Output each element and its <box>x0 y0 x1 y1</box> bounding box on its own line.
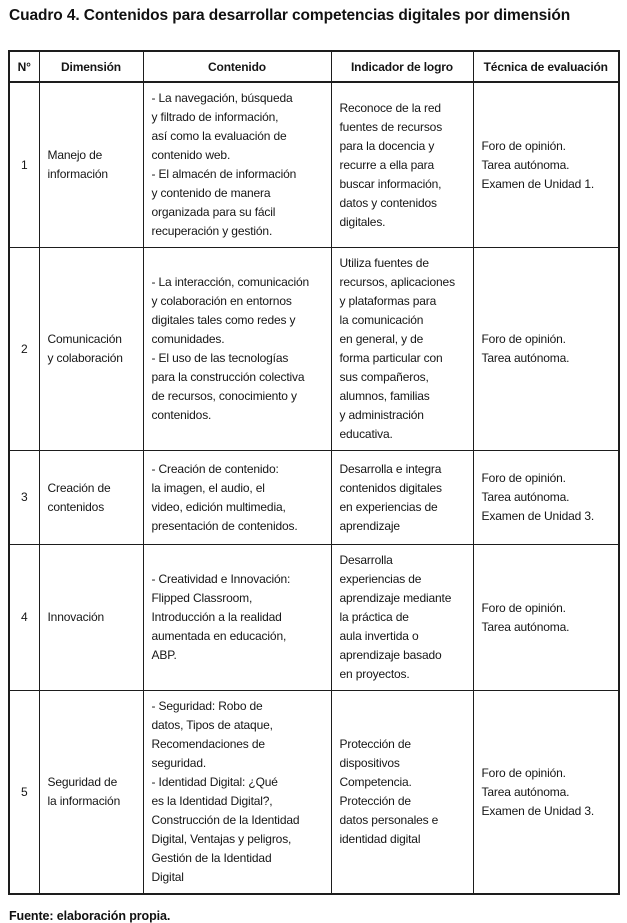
table-row-1: 1 Manejo de información - La navegación,… <box>8 81 620 248</box>
column-header-dimension: Dimensión <box>38 50 144 83</box>
cell-indicador: Protección de dispositivos Competencia. … <box>330 690 474 895</box>
competencias-digitales-table: N° Dimensión Contenido Indicador de logr… <box>8 50 620 895</box>
header-row: N° Dimensión Contenido Indicador de logr… <box>8 50 620 83</box>
cell-contenido: - Creatividad e Innovación: Flipped Clas… <box>142 544 332 691</box>
table-row-3: 3 Creación de contenidos - Creación de c… <box>8 450 620 545</box>
cell-indicador: Utiliza fuentes de recursos, aplicacione… <box>330 247 474 451</box>
cell-contenido: - La interacción, comunicación y colabor… <box>142 247 332 451</box>
cell-tecnica: Foro de opinión. Tarea autónoma. Examen … <box>472 450 620 545</box>
column-header-contenido: Contenido <box>142 50 332 83</box>
table-row-2: 2 Comunicación y colaboración - La inter… <box>8 247 620 451</box>
cell-numero: 1 <box>8 81 40 248</box>
cell-numero: 5 <box>8 690 40 895</box>
cell-dimension: Comunicación y colaboración <box>38 247 144 451</box>
column-header-tecnica: Técnica de evaluación <box>472 50 620 83</box>
cell-indicador: Reconoce de la red fuentes de recursos p… <box>330 81 474 248</box>
cell-tecnica: Foro de opinión. Tarea autónoma. <box>472 544 620 691</box>
cell-indicador: Desarrolla experiencias de aprendizaje m… <box>330 544 474 691</box>
cell-tecnica: Foro de opinión. Tarea autónoma. <box>472 247 620 451</box>
cell-tecnica: Foro de opinión. Tarea autónoma. Examen … <box>472 690 620 895</box>
table-caption: Cuadro 4. Contenidos para desarrollar co… <box>9 7 571 24</box>
cell-numero: 4 <box>8 544 40 691</box>
column-header-numero: N° <box>8 50 40 83</box>
cell-dimension: Manejo de información <box>38 81 144 248</box>
cell-dimension: Seguridad de la información <box>38 690 144 895</box>
cell-indicador: Desarrolla e integra contenidos digitale… <box>330 450 474 545</box>
table-row-5: 5 Seguridad de la información - Segurida… <box>8 690 620 895</box>
cell-contenido: - Creación de contenido: la imagen, el a… <box>142 450 332 545</box>
cell-contenido: - Seguridad: Robo de datos, Tipos de ata… <box>142 690 332 895</box>
column-header-indicador: Indicador de logro <box>330 50 474 83</box>
cell-dimension: Innovación <box>38 544 144 691</box>
source-note: Fuente: elaboración propia. <box>9 909 171 923</box>
cell-contenido: - La navegación, búsqueda y filtrado de … <box>142 81 332 248</box>
cell-dimension: Creación de contenidos <box>38 450 144 545</box>
cell-numero: 2 <box>8 247 40 451</box>
cell-tecnica: Foro de opinión. Tarea autónoma. Examen … <box>472 81 620 248</box>
table-row-4: 4 Innovación - Creatividad e Innovación:… <box>8 544 620 691</box>
cell-numero: 3 <box>8 450 40 545</box>
